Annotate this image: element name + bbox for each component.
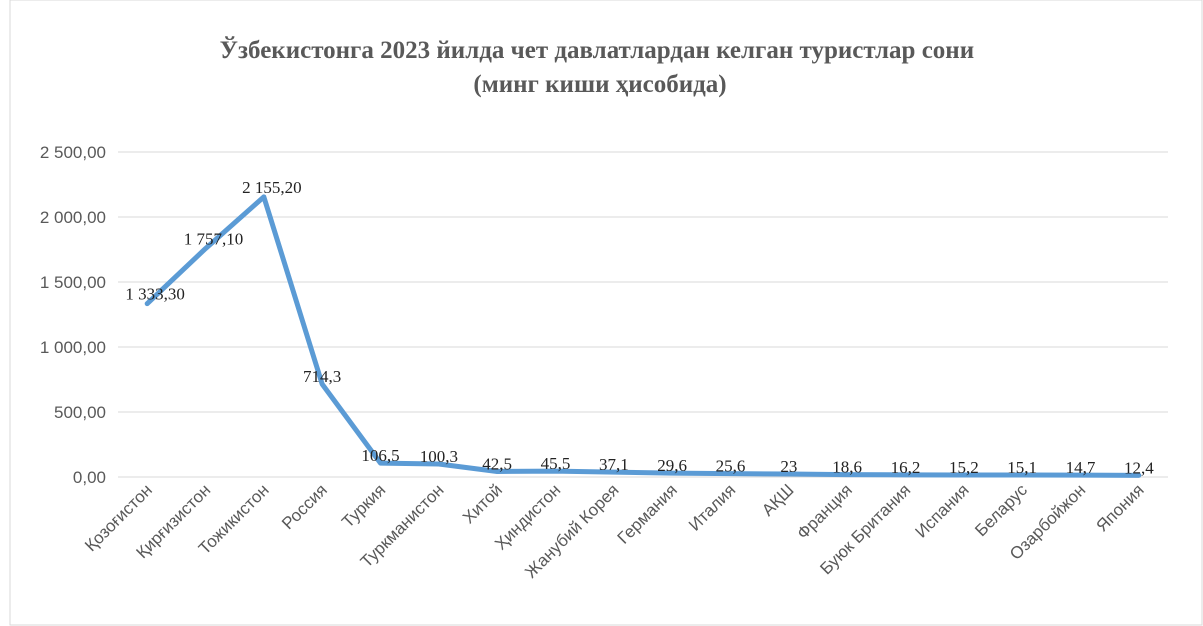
data-label: 1 333,30 (125, 285, 185, 304)
y-tick-label: 1 000,00 (40, 338, 106, 357)
data-label: 42,5 (482, 454, 512, 473)
data-label: 714,3 (303, 367, 341, 386)
data-label: 15,1 (1007, 458, 1037, 477)
data-label: 23 (780, 457, 797, 476)
chart-title: Ўзбекистонга 2023 йилда чет давлатлардан… (220, 36, 981, 98)
data-label: 16,2 (891, 458, 921, 477)
chart-frame (9, 0, 1203, 626)
y-tick-label: 2 000,00 (40, 208, 106, 227)
data-label: 1 757,10 (184, 230, 244, 249)
data-label: 18,6 (832, 458, 862, 477)
y-tick-label: 1 500,00 (40, 273, 106, 292)
y-tick-label: 0,00 (73, 468, 106, 487)
data-label: 25,6 (716, 457, 746, 476)
line (144, 194, 1142, 478)
data-label: 45,5 (541, 454, 571, 473)
data-label: 2 155,20 (242, 178, 302, 197)
data-label: 12,4 (1124, 458, 1154, 477)
data-label: 37,1 (599, 455, 629, 474)
data-label: 15,2 (949, 458, 979, 477)
data-label: 100,3 (420, 447, 458, 466)
data-label: 106,5 (361, 446, 399, 465)
y-tick-label: 500,00 (54, 403, 106, 422)
y-tick-label: 2 500,00 (40, 143, 106, 162)
data-label: 14,7 (1066, 458, 1096, 477)
data-label: 29,6 (657, 456, 687, 475)
